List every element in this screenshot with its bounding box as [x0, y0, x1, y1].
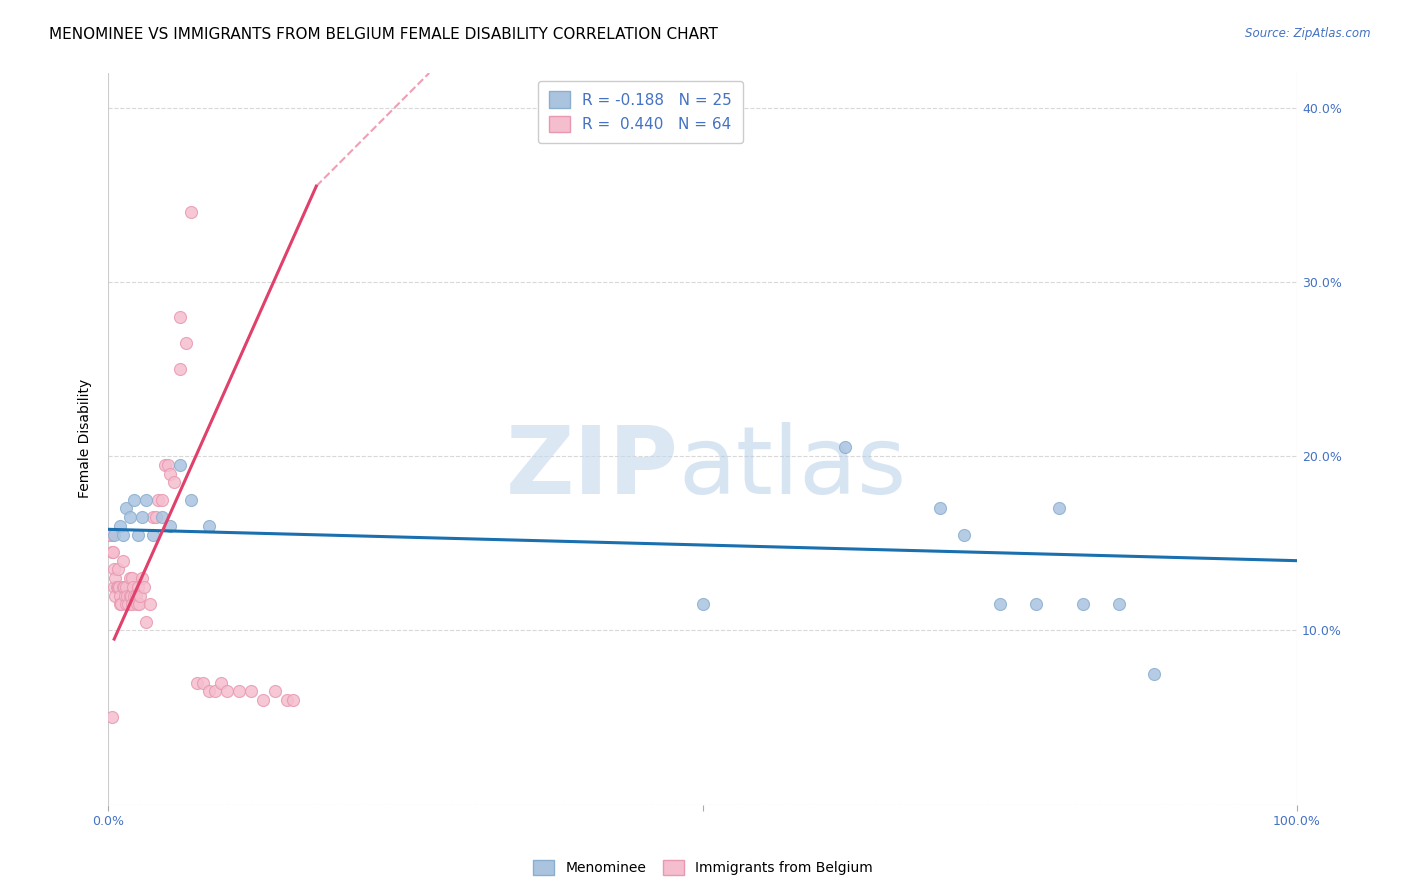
Point: [125, 597, 148, 611]
Point: [131, 571, 153, 585]
Point: [108, 597, 131, 611]
Point: [146, 492, 169, 507]
Point: [135, 615, 157, 629]
Point: [193, 675, 215, 690]
Point: [1071, 597, 1094, 611]
Point: [217, 684, 239, 698]
Point: [150, 492, 173, 507]
Point: [1143, 666, 1166, 681]
Point: [110, 597, 132, 611]
Legend: R = -0.188   N = 25, R =  0.440   N = 64: R = -0.188 N = 25, R = 0.440 N = 64: [538, 80, 742, 143]
Point: [1024, 597, 1046, 611]
Point: [114, 589, 136, 603]
Point: [100, 527, 122, 541]
Point: [204, 684, 226, 698]
Point: [111, 580, 134, 594]
Point: [156, 458, 179, 472]
Point: [263, 684, 285, 698]
Point: [180, 492, 202, 507]
Point: [118, 510, 141, 524]
Point: [117, 589, 139, 603]
Text: atlas: atlas: [679, 422, 907, 514]
Point: [174, 335, 197, 350]
Point: [108, 580, 131, 594]
Point: [131, 510, 153, 524]
Point: [159, 467, 181, 481]
Point: [180, 205, 202, 219]
Point: [228, 684, 250, 698]
Point: [186, 675, 208, 690]
Point: [239, 684, 262, 698]
Point: [108, 589, 131, 603]
Y-axis label: Female Disability: Female Disability: [79, 379, 93, 499]
Point: [128, 597, 150, 611]
Point: [169, 362, 191, 376]
Point: [118, 571, 141, 585]
Point: [145, 510, 167, 524]
Point: [127, 580, 149, 594]
Point: [159, 519, 181, 533]
Point: [929, 501, 952, 516]
Point: [142, 510, 165, 524]
Text: ZIP: ZIP: [506, 422, 679, 514]
Point: [101, 710, 124, 724]
Point: [135, 492, 157, 507]
Point: [103, 527, 125, 541]
Point: [105, 580, 128, 594]
Point: [139, 597, 162, 611]
Point: [122, 580, 145, 594]
Point: [121, 571, 143, 585]
Point: [692, 597, 714, 611]
Point: [124, 492, 146, 507]
Point: [142, 527, 165, 541]
Point: [150, 510, 173, 524]
Point: [198, 519, 221, 533]
Point: [124, 589, 146, 603]
Point: [115, 597, 138, 611]
Point: [101, 545, 124, 559]
Point: [155, 458, 177, 472]
Legend: Menominee, Immigrants from Belgium: Menominee, Immigrants from Belgium: [527, 855, 879, 880]
Point: [121, 597, 143, 611]
Point: [117, 597, 139, 611]
Point: [252, 693, 274, 707]
Point: [129, 589, 152, 603]
Point: [169, 310, 191, 324]
Point: [103, 580, 125, 594]
Point: [104, 571, 127, 585]
Point: [276, 693, 298, 707]
Point: [111, 527, 134, 541]
Text: MENOMINEE VS IMMIGRANTS FROM BELGIUM FEMALE DISABILITY CORRELATION CHART: MENOMINEE VS IMMIGRANTS FROM BELGIUM FEM…: [49, 27, 718, 42]
Point: [115, 501, 138, 516]
Point: [953, 527, 976, 541]
Point: [198, 684, 221, 698]
Point: [98, 527, 121, 541]
Point: [111, 554, 134, 568]
Point: [132, 580, 155, 594]
Point: [107, 580, 129, 594]
Text: Source: ZipAtlas.com: Source: ZipAtlas.com: [1246, 27, 1371, 40]
Point: [127, 527, 149, 541]
Point: [1108, 597, 1130, 611]
Point: [209, 675, 232, 690]
Point: [162, 475, 184, 490]
Point: [1047, 501, 1070, 516]
Point: [988, 597, 1011, 611]
Point: [107, 562, 129, 576]
Point: [115, 580, 138, 594]
Point: [169, 458, 191, 472]
Point: [104, 589, 127, 603]
Point: [101, 545, 124, 559]
Point: [281, 693, 304, 707]
Point: [108, 519, 131, 533]
Point: [103, 562, 125, 576]
Point: [112, 580, 135, 594]
Point: [124, 589, 146, 603]
Point: [120, 589, 142, 603]
Point: [834, 441, 856, 455]
Point: [118, 589, 141, 603]
